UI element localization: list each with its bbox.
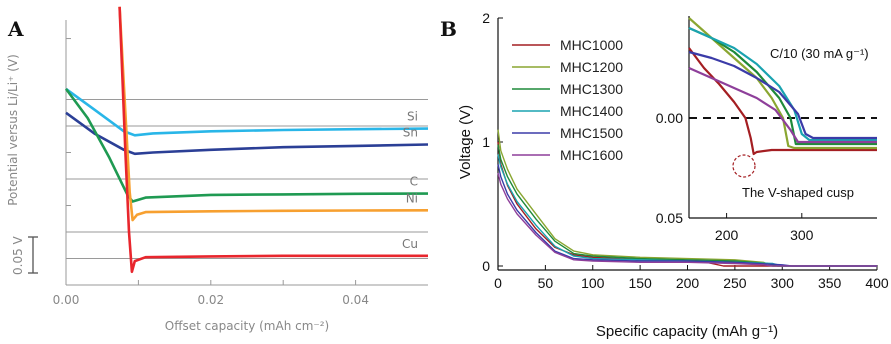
panel-a-line-c — [64, 88, 429, 203]
panel-b-x-tick-label: 200 — [676, 275, 700, 291]
panel-a-x-axis-label: Offset capacity (mAh cm⁻²) — [165, 319, 329, 333]
inset-rate-annotation: C/10 (30 mA g⁻¹) — [770, 46, 869, 61]
inset-y-tick-label: 0.05 — [656, 210, 683, 226]
legend-label-mhc1200: MHC1200 — [560, 59, 623, 75]
panel-a-line-si — [65, 87, 429, 137]
panel-b-line-mhc1600 — [497, 172, 877, 267]
panel-a-y-axis-label: Potential versus Li/Li⁺ (V) — [6, 54, 20, 206]
panel-a-label-c: C — [410, 175, 418, 189]
panel-letter-b: B — [440, 17, 457, 41]
panel-b-legend: MHC1000 MHC1200 MHC1300 MHC1400 MHC1500 MHC16… — [512, 37, 623, 163]
inset-x-tick-label: 300 — [790, 227, 814, 243]
legend-label-mhc1500: MHC1500 — [560, 125, 623, 141]
panel-a-x-tick-label: 0.02 — [197, 293, 224, 307]
panel-a-label-ni: Ni — [406, 191, 418, 205]
panel-b-x-tick-label: 100 — [581, 275, 605, 291]
panel-b-x-tick-label: 250 — [723, 275, 747, 291]
panel-b-y-tick-label: 0 — [482, 258, 490, 274]
panel-a-x-tick-label: 0.00 — [53, 293, 80, 307]
legend-label-mhc1000: MHC1000 — [560, 37, 623, 53]
inset-y-ticks: 0.00 0.05 — [656, 110, 694, 226]
inset-line-mhc1200 — [688, 17, 877, 150]
panel-a: 0.00 0.02 0.04 Si Sn C Ni Cu 0.05 V Potential … — [6, 6, 429, 333]
legend-label-mhc1400: MHC1400 — [560, 103, 623, 119]
inset-line-mhc1300 — [688, 26, 877, 146]
inset-y-tick-label: 0.00 — [656, 110, 683, 126]
panel-b-x-tick-label: 50 — [538, 275, 554, 291]
panel-b-x-tick-label: 150 — [628, 275, 652, 291]
panel-a-line-ni — [118, 6, 429, 222]
panel-a-label-sn: Sn — [403, 126, 418, 140]
inset-series — [688, 17, 877, 156]
panel-a-y-ticks — [66, 38, 71, 259]
panel-b-y-ticks: 0 1 2 — [482, 10, 503, 274]
panel-a-series — [64, 6, 429, 274]
panel-b-x-axis-label: Specific capacity (mAh g⁻¹) — [596, 323, 778, 340]
panel-b-y-tick-label: 2 — [482, 10, 490, 26]
cusp-circle — [732, 154, 756, 178]
panel-b-y-tick-label: 1 — [482, 134, 490, 150]
panel-a-line-sn — [65, 111, 429, 156]
panel-a-label-cu: Cu — [402, 237, 418, 251]
scale-bar-label: 0.05 V — [11, 235, 25, 275]
panel-letter-a: A — [7, 17, 24, 41]
panel-a-x-tick-label: 0.04 — [342, 293, 369, 307]
panel-b-x-tick-label: 300 — [771, 275, 795, 291]
panel-a-x-ticks: 0.00 0.02 0.04 — [53, 280, 369, 307]
panel-b-x-tick-label: 400 — [865, 275, 889, 291]
panel-a-label-si: Si — [407, 110, 418, 124]
panel-b-x-tick-label: 0 — [494, 275, 502, 291]
inset-x-ticks: 200 300 — [715, 213, 814, 243]
panel-b-y-axis-label: Voltage (V) — [457, 105, 474, 179]
panel-a-line-cu — [118, 6, 428, 274]
legend-label-mhc1600: MHC1600 — [560, 147, 623, 163]
panel-b-inset: 0.00 0.05 200 300 C/10 (30 mA g⁻¹) The V-s… — [656, 16, 877, 243]
panel-a-series-labels: Si Sn C Ni Cu — [402, 110, 418, 251]
panel-b: 012 0 50 100 150 200 250 300 350 400 MHC1000MHC1… — [457, 10, 889, 340]
inset-x-tick-label: 200 — [715, 227, 739, 243]
inset-line-mhc1600 — [688, 66, 877, 144]
inset-line-mhc1500 — [688, 50, 877, 140]
inset-cusp-annotation: The V-shaped cusp — [742, 185, 854, 200]
panel-b-series — [497, 129, 877, 267]
panel-b-x-ticks: 0 50 100 150 200 250 300 350 400 — [494, 265, 889, 291]
panel-b-x-tick-label: 350 — [818, 275, 842, 291]
legend-label-mhc1300: MHC1300 — [560, 81, 623, 97]
